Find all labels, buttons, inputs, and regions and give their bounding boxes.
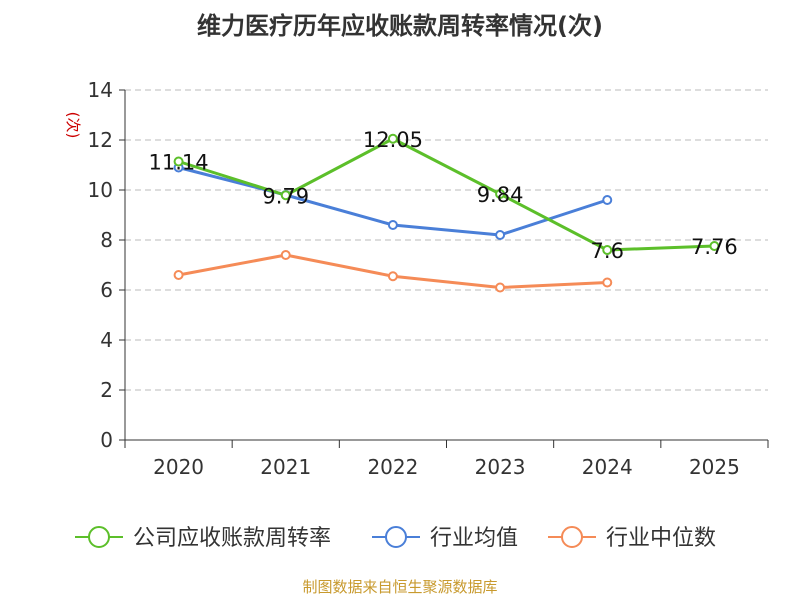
- chart-title: 维力医疗历年应收账款周转率情况(次): [197, 12, 603, 40]
- data-point-1-2: [387, 220, 398, 230]
- data-label: 9.84: [477, 183, 524, 207]
- legend-label-2: 行业中位数: [606, 526, 716, 551]
- legend-marker-2: [561, 526, 583, 548]
- data-label: 7.6: [591, 239, 624, 263]
- x-tick-label: 2024: [582, 455, 633, 479]
- x-tick-label: 2025: [689, 455, 740, 479]
- legend-marker-0: [88, 526, 110, 548]
- data-point-0-0: [173, 156, 184, 167]
- data-label: 11.14: [149, 151, 209, 175]
- data-point-0-1: [280, 190, 291, 201]
- y-tick-label: 0: [100, 428, 113, 452]
- y-tick-label: 6: [100, 278, 113, 302]
- data-point-2-4: [602, 277, 613, 288]
- y-tick-label: 4: [100, 328, 113, 352]
- y-tick-label: 10: [88, 178, 113, 202]
- data-source-note: 制图数据来自恒生聚源数据库: [302, 578, 498, 596]
- data-label: 9.79: [262, 184, 309, 208]
- y-tick-label: 14: [88, 78, 113, 102]
- legend-label-1: 行业均值: [430, 526, 518, 551]
- series-line-0: [178, 137, 715, 252]
- data-point-0-4: [602, 245, 613, 255]
- y-tick-label: 2: [100, 378, 113, 402]
- y-tick-label: 8: [100, 228, 113, 252]
- data-point-2-1: [280, 250, 291, 260]
- y-tick-label: 12: [88, 128, 113, 152]
- data-point-0-5: [709, 241, 720, 251]
- data-point-1-3: [495, 230, 506, 240]
- x-tick-label: 2022: [367, 455, 418, 479]
- x-tick-label: 2023: [475, 455, 526, 479]
- data-point-2-3: [495, 282, 506, 293]
- x-tick-label: 2020: [153, 455, 204, 479]
- data-point-0-3: [495, 189, 506, 199]
- y-axis-label: (次): [64, 112, 82, 139]
- data-point-2-2: [387, 271, 398, 282]
- data-point-2-0: [173, 270, 184, 280]
- data-point-0-2: [387, 133, 398, 144]
- data-point-1-4: [602, 195, 613, 205]
- legend-marker-1: [385, 526, 407, 548]
- data-label: 7.76: [691, 235, 738, 259]
- data-label: 12.05: [363, 128, 423, 152]
- legend-label-0: 公司应收账款周转率: [133, 526, 331, 551]
- x-tick-label: 2021: [260, 455, 311, 479]
